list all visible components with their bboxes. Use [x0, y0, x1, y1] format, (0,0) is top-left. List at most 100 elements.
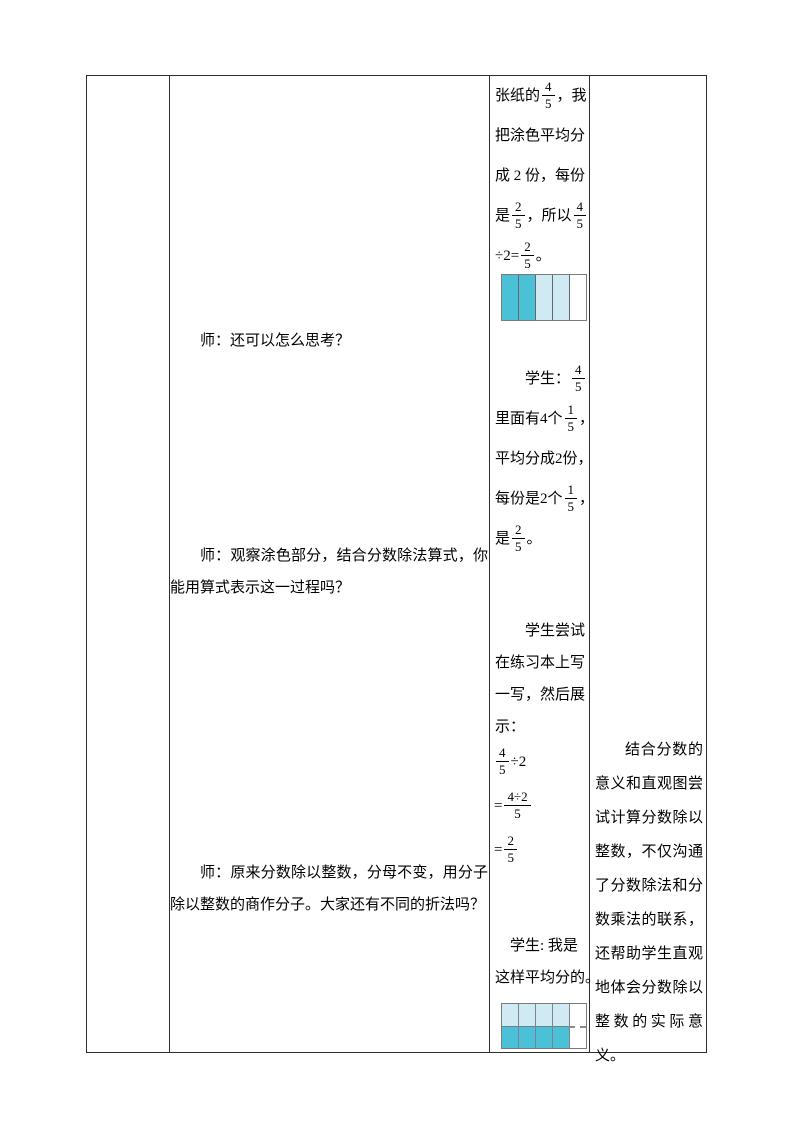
- bar-cell-top: [519, 1004, 535, 1027]
- bar-column: [569, 1004, 586, 1048]
- bar-column: [536, 1004, 553, 1048]
- fraction-numerator: 1: [564, 482, 578, 500]
- text-line: 4 5 ÷2: [490, 740, 588, 784]
- text-run: ÷2=: [495, 248, 520, 264]
- text-run: =: [494, 842, 503, 858]
- text-run: ，: [579, 411, 595, 427]
- fraction-denominator: 5: [515, 539, 522, 555]
- bar-cell-bottom: [519, 1026, 535, 1048]
- student-reasoning-text: 学生： 4 5 里面有4个 1 5，平均分成2份， 每份是2个 1 5，是 2 5。: [490, 359, 594, 559]
- bar-cell-top: [536, 1004, 552, 1027]
- text-run: 成 2 份，每份: [495, 168, 586, 184]
- table-border-vertical-1: [169, 76, 170, 1052]
- bar-cell-bottom: [570, 1026, 586, 1048]
- text-run: 是: [495, 208, 511, 224]
- fraction-denominator: 5: [575, 379, 582, 395]
- text-run: ，所以: [526, 208, 572, 224]
- bar-cell-bottom: [536, 1026, 552, 1048]
- text-run: 张纸的: [495, 88, 541, 104]
- text-line: 是 2 5。: [490, 519, 588, 559]
- text-run: ，我: [556, 88, 587, 104]
- text-line: 把涂色平均分: [490, 116, 588, 156]
- text-run: 学生：: [495, 371, 571, 387]
- table-column-student: 张纸的 4 5 ，我 把涂色平均分成 2 份，每份是 2 5 ，所以 4 5 ÷2= 2 5。 学生： 4…: [490, 76, 600, 1052]
- bar-segment: [536, 275, 553, 320]
- text-line: 平均分成2份，: [490, 439, 593, 479]
- text-run: 是: [495, 531, 511, 547]
- text-run: 里面有4个: [495, 411, 563, 427]
- fraction-division-worked-example: 4 5 ÷2 = 4÷2 5 = 2 5: [490, 740, 588, 872]
- fraction-denominator: 5: [576, 216, 584, 232]
- lesson-plan-table: 师：还可以怎么思考？ 师：观察涂色部分，结合分数除法算式，你能用算式表示这一过程…: [86, 75, 707, 1064]
- teacher-question-2: 师：观察涂色部分，结合分数除法算式，你能用算式表示这一过程吗？: [170, 548, 488, 596]
- text-run: 在练习本上写: [495, 655, 586, 671]
- text-run: ，: [579, 491, 595, 507]
- fraction-numerator: 2: [504, 833, 517, 851]
- fraction-numerator: 4÷2: [504, 789, 531, 807]
- text-run: 学生尝试: [495, 623, 586, 639]
- text-run: 学生: 我是: [495, 938, 578, 954]
- bar-segment: [502, 275, 519, 320]
- bar-cell-top: [570, 1004, 586, 1026]
- bar-column: [502, 1004, 519, 1048]
- fraction-denominator: 5: [507, 850, 514, 866]
- text-line: 学生： 4 5: [490, 359, 588, 399]
- fraction-numerator: 4: [573, 199, 587, 217]
- bar-segment: [553, 275, 570, 320]
- table-border-vertical-3: [589, 76, 590, 1052]
- text-line: 张纸的 4 5 ，我: [490, 76, 588, 116]
- text-line: 这样平均分的。: [490, 962, 600, 994]
- text-run: 。: [535, 248, 551, 264]
- fraction-denominator: 5: [567, 419, 575, 435]
- fraction-numerator: 1: [564, 402, 578, 420]
- fraction-denominator: 5: [514, 806, 521, 822]
- fraction: 4÷2 5: [504, 789, 531, 822]
- fraction-bar-2: [501, 1003, 587, 1049]
- fraction-denominator: 5: [524, 256, 531, 272]
- text-line: 里面有4个 1 5，: [490, 399, 594, 439]
- bar-cell-bottom: [553, 1026, 569, 1048]
- teacher-question-1: 师：还可以怎么思考？: [200, 333, 351, 349]
- text-run: 把涂色平均分: [495, 128, 586, 144]
- fraction-numerator: 4: [496, 745, 509, 763]
- student-continuation-text: 张纸的 4 5 ，我 把涂色平均分成 2 份，每份是 2 5 ，所以 4 5 ÷2= 2 5。: [490, 76, 588, 276]
- text-run: =: [494, 798, 503, 814]
- text-line: 是 2 5 ，所以 4 5: [490, 196, 588, 236]
- text-run: 示：: [495, 719, 526, 735]
- fraction-numerator: 2: [512, 199, 525, 217]
- bar-column: [519, 1004, 536, 1048]
- bar-segment: [519, 275, 536, 320]
- table-column-teacher: 师：还可以怎么思考？ 师：观察涂色部分，结合分数除法算式，你能用算式表示这一过程…: [170, 76, 488, 1052]
- text-line: = 2 5: [490, 828, 588, 872]
- text-run: 一写，然后展: [495, 687, 586, 703]
- text-line: 学生: 我是: [490, 930, 588, 962]
- text-line: ÷2= 2 5。: [490, 236, 588, 276]
- text-line: 成 2 份，每份: [490, 156, 588, 196]
- design-commentary: 结合分数的意义和直观图尝试计算分数除以整数，不仅沟通了分数除法和分数乘法的联系，…: [595, 742, 703, 1064]
- student-fold-text: 学生: 我是这样平均分的。: [490, 930, 600, 994]
- bar-cell-top: [553, 1004, 569, 1027]
- text-line: 示：: [490, 711, 588, 743]
- fraction-denominator: 5: [545, 96, 552, 112]
- table-column-empty: [87, 76, 169, 1052]
- fraction-numerator: 2: [521, 239, 534, 257]
- text-run: 每份是2个: [495, 491, 563, 507]
- text-run: 。: [526, 531, 542, 547]
- fraction-numerator: 2: [512, 522, 525, 540]
- fraction-denominator: 5: [515, 216, 522, 232]
- text-line: 每份是2个 1 5，: [490, 479, 594, 519]
- fraction-denominator: 5: [567, 499, 575, 515]
- fraction-denominator: 5: [499, 762, 506, 778]
- text-line: 在练习本上写: [490, 647, 588, 679]
- text-run: 这样平均分的。: [495, 970, 601, 986]
- bar-cell-top: [502, 1004, 518, 1027]
